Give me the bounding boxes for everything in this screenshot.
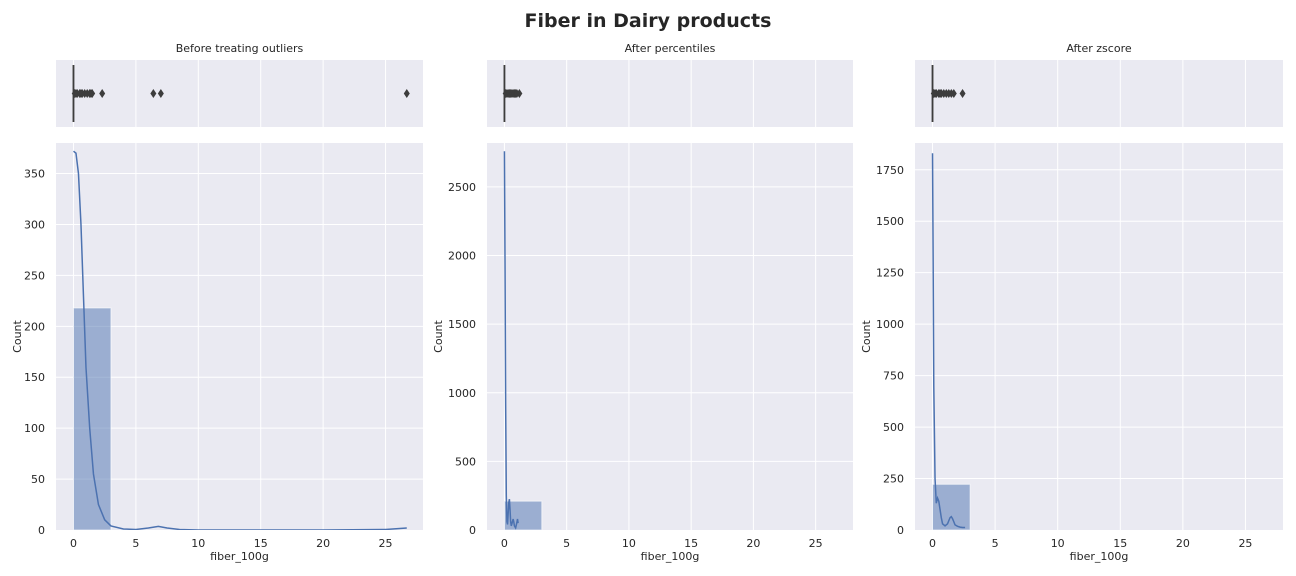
- kde-line: [73, 150, 407, 530]
- boxplot-outlier: [516, 89, 523, 98]
- y-tick-label: 1250: [876, 267, 904, 280]
- y-tick-label: 500: [883, 421, 904, 434]
- x-tick-label: 5: [132, 537, 139, 550]
- y-axis-label: Count: [432, 319, 445, 352]
- kde-line: [931, 153, 966, 529]
- boxplot-outlier: [157, 89, 164, 98]
- y-tick-label: 0: [38, 524, 45, 537]
- x-axis-label: fiber_100g: [641, 550, 700, 563]
- boxplot-outlier: [959, 89, 966, 98]
- panel-title: After zscore: [1066, 42, 1131, 55]
- x-tick-label: 10: [622, 537, 636, 550]
- y-tick-label: 0: [897, 524, 904, 537]
- boxplot-outlier: [99, 89, 106, 98]
- x-tick-label: 5: [563, 537, 570, 550]
- y-tick-label: 1500: [876, 215, 904, 228]
- x-axis-label: fiber_100g: [210, 550, 269, 563]
- y-tick-label: 1500: [448, 318, 476, 331]
- y-tick-label: 2500: [448, 181, 476, 194]
- x-axis-label: fiber_100g: [1070, 550, 1129, 563]
- histogram-bar: [932, 483, 971, 531]
- x-tick-label: 10: [191, 537, 205, 550]
- y-tick-label: 300: [24, 218, 45, 231]
- x-tick-label: 0: [929, 537, 936, 550]
- y-tick-label: 150: [24, 371, 45, 384]
- y-tick-label: 50: [31, 473, 45, 486]
- panel-title: Before treating outliers: [176, 42, 304, 55]
- x-tick-label: 20: [746, 537, 760, 550]
- panel-2: After percentiles 0 5 10 15 20 25 0 500 1000 1500 2…: [432, 42, 853, 563]
- x-tick-label: 15: [1113, 537, 1127, 550]
- histogram-axes-background: [56, 143, 423, 530]
- x-tick-label: 10: [1051, 537, 1065, 550]
- y-tick-label: 1000: [876, 318, 904, 331]
- boxplot-outlier: [150, 89, 157, 98]
- x-tick-label: 15: [254, 537, 268, 550]
- kde-line: [503, 151, 519, 530]
- x-tick-label: 25: [1238, 537, 1252, 550]
- x-tick-label: 20: [316, 537, 330, 550]
- y-tick-label: 500: [455, 455, 476, 468]
- x-tick-label: 0: [70, 537, 77, 550]
- boxplot-outlier: [89, 89, 96, 98]
- y-axis-label: Count: [11, 319, 24, 352]
- histogram-axes-background: [487, 143, 853, 530]
- y-tick-label: 0: [469, 524, 476, 537]
- y-tick-label: 1000: [448, 387, 476, 400]
- x-tick-label: 20: [1176, 537, 1190, 550]
- boxplot-outlier: [403, 89, 410, 98]
- y-tick-label: 350: [24, 168, 45, 181]
- y-tick-label: 2000: [448, 250, 476, 263]
- x-tick-label: 0: [501, 537, 508, 550]
- y-tick-label: 100: [24, 422, 45, 435]
- histogram-bar: [72, 307, 112, 531]
- x-tick-label: 15: [684, 537, 698, 550]
- boxplot-axes-background: [915, 60, 1283, 127]
- y-tick-label: 250: [24, 269, 45, 282]
- figure-title: Fiber in Dairy products: [525, 10, 772, 32]
- panel-title: After percentiles: [625, 42, 716, 55]
- boxplot-axes-background: [487, 60, 853, 127]
- y-tick-label: 200: [24, 320, 45, 333]
- x-tick-label: 5: [992, 537, 999, 550]
- boxplot-outlier: [950, 89, 957, 98]
- y-tick-label: 750: [883, 370, 904, 383]
- y-axis-label: Count: [860, 319, 873, 352]
- y-tick-label: 1750: [876, 164, 904, 177]
- x-tick-label: 25: [379, 537, 393, 550]
- x-tick-label: 25: [809, 537, 823, 550]
- histogram-axes-background: [915, 143, 1283, 530]
- boxplot-axes-background: [56, 60, 423, 127]
- y-tick-label: 250: [883, 473, 904, 486]
